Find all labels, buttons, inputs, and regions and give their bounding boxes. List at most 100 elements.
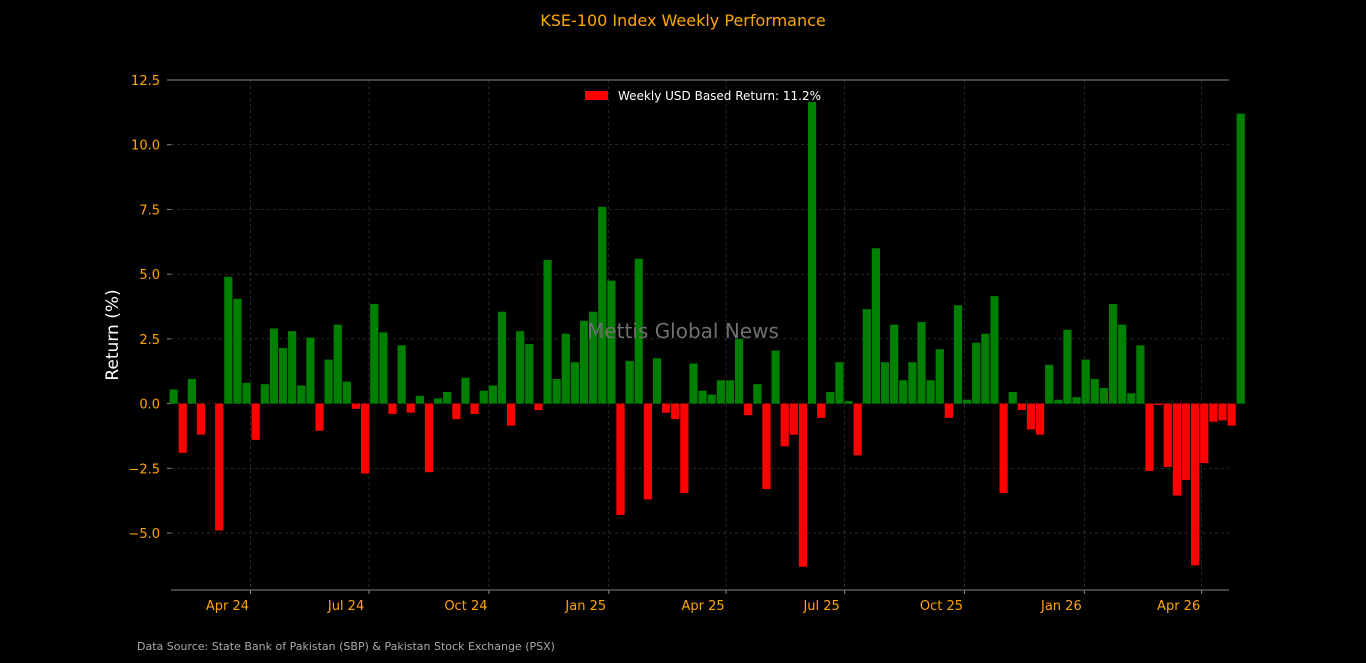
x-tick-label: Apr 25 bbox=[681, 599, 724, 614]
weekly-return-bar bbox=[1136, 345, 1145, 404]
weekly-return-bar bbox=[361, 403, 370, 474]
weekly-return-bar bbox=[461, 377, 470, 404]
weekly-return-bar bbox=[1035, 403, 1045, 435]
weekly-return-bar bbox=[1209, 403, 1218, 422]
weekly-return-bar bbox=[953, 305, 963, 404]
weekly-return-bar bbox=[187, 379, 196, 404]
y-axis-label: Return (%) bbox=[103, 289, 123, 380]
bars bbox=[169, 102, 1245, 567]
weekly-return-bar bbox=[598, 206, 607, 404]
weekly-return-bar bbox=[1200, 403, 1209, 464]
weekly-return-bar bbox=[1099, 388, 1109, 404]
weekly-return-bar bbox=[1063, 329, 1072, 404]
weekly-return-bar bbox=[169, 389, 178, 404]
weekly-return-bar bbox=[871, 248, 880, 404]
y-tick-label: 2.5 bbox=[139, 333, 160, 348]
weekly-return-bar bbox=[972, 342, 981, 404]
weekly-return-bar bbox=[333, 324, 342, 404]
weekly-return-bar bbox=[488, 385, 497, 404]
weekly-return-bar bbox=[406, 403, 415, 413]
weekly-return-bar bbox=[1236, 113, 1245, 404]
weekly-return-bar bbox=[862, 309, 871, 404]
chart-title: KSE-100 Index Weekly Performance bbox=[540, 11, 826, 30]
weekly-return-bar bbox=[899, 380, 908, 404]
weekly-return-bar bbox=[1191, 403, 1200, 566]
weekly-return-bar bbox=[251, 403, 260, 440]
weekly-return-bar bbox=[506, 403, 516, 426]
weekly-return-bar bbox=[470, 403, 479, 414]
weekly-return-bar bbox=[607, 280, 616, 404]
x-tick-label: Jul 24 bbox=[327, 599, 364, 614]
weekly-return-bar bbox=[415, 395, 424, 404]
weekly-return-bar bbox=[826, 391, 835, 404]
x-tick-label: Apr 26 bbox=[1157, 599, 1200, 614]
x-tick-label: Oct 25 bbox=[920, 599, 963, 614]
weekly-return-bar bbox=[935, 349, 944, 404]
weekly-return-bar bbox=[1054, 399, 1063, 404]
weekly-return-bar bbox=[1218, 403, 1227, 421]
weekly-return-bar bbox=[817, 403, 826, 418]
weekly-return-bar bbox=[716, 380, 725, 404]
weekly-return-bar bbox=[288, 331, 297, 404]
weekly-return-bar bbox=[1181, 403, 1191, 480]
weekly-return-bar bbox=[1017, 403, 1026, 411]
weekly-return-bar bbox=[1163, 403, 1172, 468]
weekly-return-bar bbox=[1118, 324, 1127, 404]
y-tick-label: 12.5 bbox=[131, 74, 160, 89]
weekly-return-bar bbox=[880, 362, 890, 404]
weekly-return-bar bbox=[762, 403, 771, 490]
weekly-return-bar bbox=[671, 403, 680, 420]
weekly-return-bar bbox=[479, 390, 488, 404]
weekly-return-bar bbox=[1227, 403, 1236, 426]
weekly-return-bar bbox=[516, 331, 525, 404]
weekly-return-bar bbox=[1072, 397, 1081, 404]
weekly-return-bar bbox=[771, 350, 780, 404]
weekly-return-bar bbox=[525, 344, 534, 404]
weekly-return-bar bbox=[981, 333, 990, 404]
weekly-return-bar bbox=[306, 337, 315, 404]
weekly-return-bar bbox=[616, 403, 625, 515]
weekly-return-bar bbox=[990, 296, 999, 404]
weekly-return-bar bbox=[497, 311, 507, 404]
weekly-return-bar bbox=[890, 324, 899, 404]
weekly-return-bar bbox=[698, 390, 707, 404]
weekly-return-bar bbox=[1026, 403, 1036, 430]
weekly-return-bar bbox=[215, 403, 224, 531]
weekly-return-bar bbox=[570, 362, 580, 404]
weekly-return-bar bbox=[342, 381, 351, 404]
weekly-return-bar bbox=[315, 403, 324, 431]
x-tick-label: Oct 24 bbox=[444, 599, 487, 614]
weekly-return-bar bbox=[689, 363, 698, 404]
weekly-return-bar bbox=[944, 403, 953, 418]
weekly-return-bar bbox=[1081, 359, 1090, 404]
y-tick-label: −5.0 bbox=[128, 527, 160, 542]
weekly-return-bar bbox=[1108, 303, 1118, 404]
weekly-return-bar bbox=[269, 328, 279, 404]
weekly-return-bar bbox=[388, 403, 397, 414]
weekly-return-bar bbox=[1172, 403, 1181, 496]
weekly-return-bar bbox=[835, 362, 844, 404]
weekly-return-bar bbox=[297, 385, 306, 404]
weekly-return-bar bbox=[178, 403, 187, 453]
weekly-return-bar bbox=[734, 338, 744, 404]
weekly-return-bar bbox=[798, 403, 808, 567]
weekly-return-bar bbox=[424, 403, 434, 473]
y-tick-label: −2.5 bbox=[128, 462, 160, 477]
weekly-return-bar bbox=[744, 403, 753, 416]
weekly-return-bar bbox=[242, 382, 251, 404]
weekly-return-bar bbox=[324, 359, 333, 404]
weekly-return-bar bbox=[707, 394, 716, 404]
weekly-return-bar bbox=[725, 380, 735, 404]
data-source-note: Data Source: State Bank of Pakistan (SBP… bbox=[137, 640, 555, 653]
weekly-return-bar bbox=[379, 332, 388, 404]
gridlines bbox=[171, 79, 1229, 590]
weekly-return-bar bbox=[652, 358, 662, 404]
watermark: Mettis Global News bbox=[587, 319, 779, 343]
weekly-return-bar bbox=[196, 403, 206, 435]
weekly-return-bar bbox=[589, 311, 598, 404]
weekly-return-bar bbox=[233, 298, 242, 404]
weekly-return-bar bbox=[807, 102, 817, 404]
weekly-return-bar bbox=[1127, 393, 1136, 404]
legend: Weekly USD Based Return: 11.2% bbox=[585, 89, 821, 103]
